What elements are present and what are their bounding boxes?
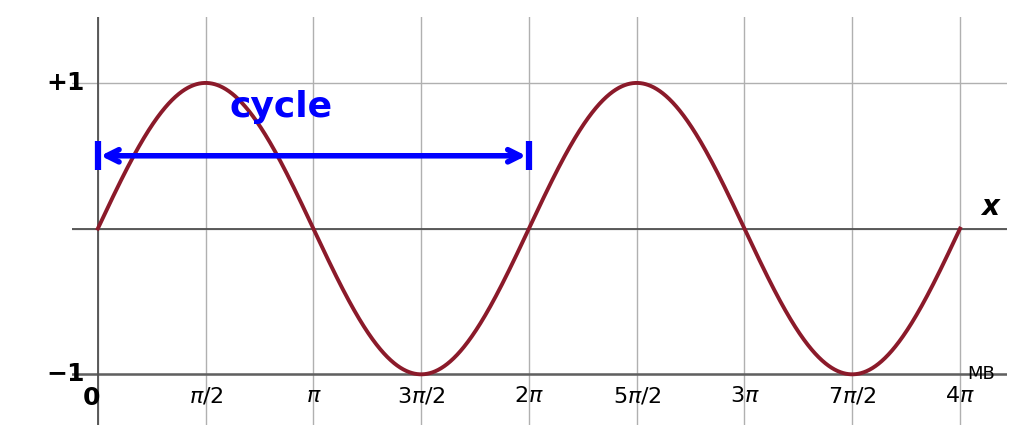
Text: −1: −1 bbox=[46, 362, 85, 386]
Text: cycle: cycle bbox=[229, 90, 333, 124]
Text: $7\pi/2$: $7\pi/2$ bbox=[829, 386, 876, 407]
Text: 0: 0 bbox=[82, 386, 100, 410]
Text: $2\pi$: $2\pi$ bbox=[514, 386, 544, 406]
Text: MB: MB bbox=[966, 365, 994, 383]
Text: $3\pi$: $3\pi$ bbox=[730, 386, 760, 406]
Text: $\pi/2$: $\pi/2$ bbox=[188, 386, 223, 407]
Text: x: x bbox=[981, 193, 999, 221]
Text: $\pi$: $\pi$ bbox=[305, 386, 321, 406]
Text: $3\pi/2$: $3\pi/2$ bbox=[397, 386, 445, 407]
Text: +1: +1 bbox=[46, 71, 85, 95]
Text: $5\pi/2$: $5\pi/2$ bbox=[613, 386, 661, 407]
Text: $4\pi$: $4\pi$ bbox=[945, 386, 975, 406]
